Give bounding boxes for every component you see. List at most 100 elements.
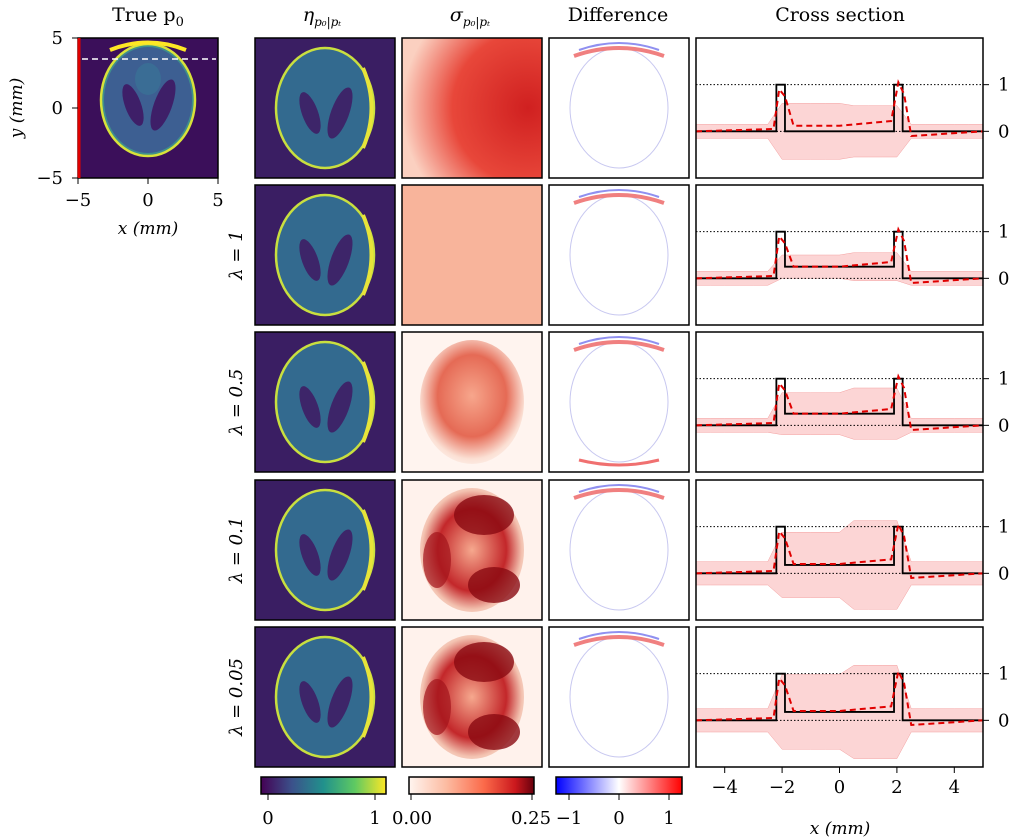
xtick-label: −4: [711, 777, 738, 798]
difference-top-arc: [573, 635, 665, 647]
eta-ring: [274, 46, 376, 170]
colorbar-eta: 0 1: [260, 776, 387, 829]
eta-body: [276, 48, 374, 168]
title-true-p0: True p0: [112, 4, 184, 30]
mean-profile-line: [695, 668, 984, 727]
difference-frame: [548, 37, 690, 179]
difference-background: [549, 38, 689, 178]
ytick-label: 1: [998, 75, 1009, 96]
ytick-label: 0: [998, 121, 1009, 142]
title-cross-section: Cross section: [775, 4, 905, 26]
xtick-label: 4: [949, 777, 960, 798]
eta-panel: [254, 37, 396, 179]
eta-bright-edge: [361, 67, 374, 149]
difference-top-arc-blue: [578, 484, 660, 493]
colorbar-tick: 0: [262, 808, 273, 829]
difference-frame: [548, 626, 690, 768]
true-profile-line: [696, 525, 983, 575]
colorbar-tick: 0.25: [511, 808, 551, 829]
mean-profile-line: [695, 521, 984, 580]
panel-row: 10λ = 0.1: [226, 479, 1009, 621]
eta-ellipse: [327, 676, 353, 728]
colorbar-tick: 0: [613, 808, 624, 829]
difference-top-arc-blue: [578, 336, 660, 345]
eta-ellipse: [299, 534, 321, 576]
title-sigma: σp₀|pₜ: [450, 4, 490, 29]
colorbar-difference: −1 0 1: [555, 776, 683, 829]
difference-frame: [548, 331, 690, 473]
sigma-panel: [401, 37, 543, 179]
eta-ring: [274, 488, 376, 612]
difference-frame: [548, 184, 690, 326]
eta-ellipse: [299, 681, 321, 723]
cross-section-frame: [695, 184, 984, 326]
difference-background: [549, 332, 689, 472]
panel-row: 10λ = 0.05: [226, 626, 1009, 768]
eta-panel: [254, 626, 396, 768]
difference-background: [549, 185, 689, 325]
eta-ring: [274, 340, 376, 464]
eta-body: [276, 342, 374, 462]
mean-profile-line: [695, 226, 984, 285]
sigma-frame: [401, 184, 543, 326]
sigma-dark-region: [423, 679, 451, 735]
xtick-label: 0: [834, 777, 845, 798]
cross-section-frame: [695, 479, 984, 621]
eta-ellipse: [327, 529, 353, 581]
ytick-label: 1: [998, 664, 1009, 685]
row-label: λ = 0.1: [226, 517, 247, 585]
eta-frame: [254, 626, 396, 768]
sigma-dark-region: [468, 567, 520, 603]
cross-section-x-axis: x (mm) −4 −2 0 2 4: [711, 767, 960, 839]
sigma-dark-region: [454, 495, 514, 535]
eta-ellipse: [327, 234, 353, 286]
eta-body: [276, 490, 374, 610]
true-p0-panel: 5 0 −5 −5 0 5 x (mm) y (mm): [7, 28, 224, 239]
xtick-label: −2: [769, 777, 796, 798]
colorbar-tick: 1: [663, 808, 674, 829]
ytick-label: 0: [998, 415, 1009, 436]
eta-bright-edge: [361, 214, 374, 296]
title-difference: Difference: [568, 4, 669, 26]
eta-bright-edge: [361, 656, 374, 738]
difference-panel: [548, 37, 690, 179]
ytick-label: 1: [998, 222, 1009, 243]
x-axis-label: x (mm): [118, 219, 179, 239]
difference-background: [549, 480, 689, 620]
panel-row: 10λ = 1: [226, 184, 1009, 326]
ytick-label: −5: [36, 168, 63, 189]
eta-frame: [254, 331, 396, 473]
colorbar-tick: −1: [556, 808, 583, 829]
ytick-label: 0: [998, 710, 1009, 731]
mean-profile-line: [695, 373, 984, 432]
difference-bottom-arc: [578, 458, 660, 467]
difference-panel: [548, 184, 690, 326]
difference-top-arc: [573, 488, 665, 500]
sigma-frame: [401, 626, 543, 768]
eta-bright-edge: [361, 361, 374, 443]
sigma-panel: [401, 626, 543, 768]
xtick-label: 0: [142, 190, 153, 211]
xtick-label: 5: [212, 190, 223, 211]
difference-panel: [548, 626, 690, 768]
difference-top-arc: [573, 46, 665, 58]
sigma-dark-region: [468, 714, 520, 750]
panel-row: 10λ = 0.5: [226, 331, 1009, 473]
xtick-label: 2: [891, 777, 902, 798]
eta-frame: [254, 37, 396, 179]
eta-panel: [254, 184, 396, 326]
cross-section-panel: 10: [695, 37, 1009, 179]
difference-top-arc: [573, 340, 665, 352]
eta-panel: [254, 331, 396, 473]
sigma-blob: [420, 340, 524, 464]
difference-top-arc-blue: [578, 42, 660, 51]
sigma-panel: [401, 184, 543, 326]
difference-panel: [548, 331, 690, 473]
colorbar-sigma: 0.00 0.25: [392, 776, 551, 829]
difference-top-arc-blue: [578, 631, 660, 640]
uncertainty-band: [695, 252, 984, 286]
eta-body: [276, 637, 374, 757]
